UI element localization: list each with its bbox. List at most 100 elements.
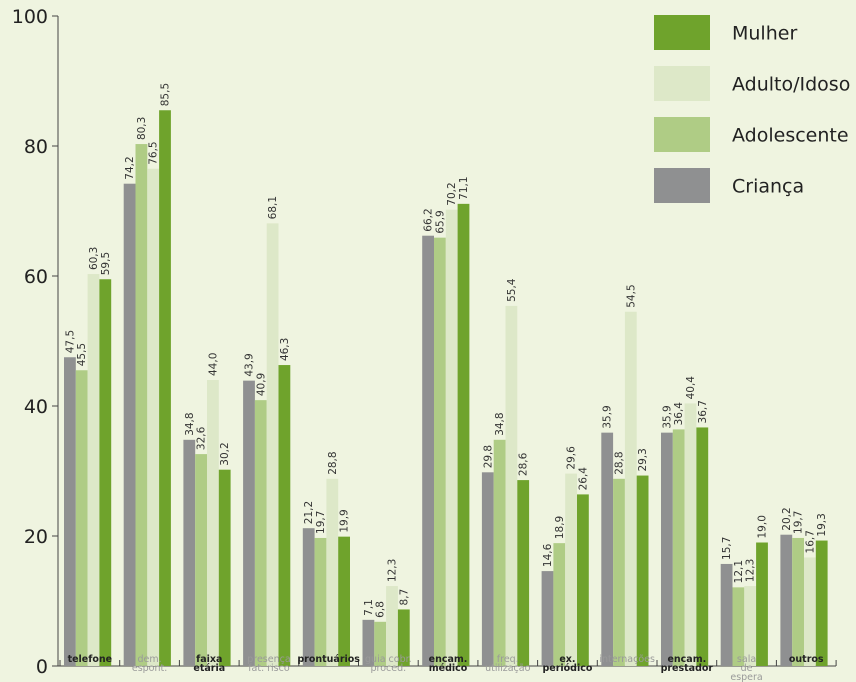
data-label: 15,7: [721, 537, 733, 560]
data-label: 29,3: [637, 448, 649, 471]
bar: [601, 432, 614, 666]
bar: [422, 235, 434, 666]
x-tick-label: freq.: [497, 654, 519, 665]
bar: [613, 478, 625, 666]
bar: [147, 168, 160, 666]
bar: [815, 540, 828, 666]
data-label: 40,4: [685, 376, 697, 400]
data-label: 34,8: [184, 412, 196, 435]
data-label: 59,5: [100, 252, 112, 275]
x-tick-label: telefone: [68, 654, 113, 665]
bar: [99, 279, 112, 666]
bar: [624, 311, 637, 666]
x-tick-label: médico: [429, 663, 468, 674]
x-tick-label: periódico: [542, 663, 592, 674]
x-tick-label: presença: [247, 654, 290, 665]
y-tick-label: 80: [24, 136, 48, 158]
x-tick-label: espont.: [132, 663, 167, 674]
bar: [362, 619, 375, 666]
data-label: 29,8: [482, 445, 494, 468]
bar: [672, 429, 685, 666]
data-label: 36,4: [673, 402, 685, 426]
x-tick-label: utilização: [485, 663, 531, 674]
data-label: 70,2: [446, 182, 458, 205]
bar: [505, 305, 518, 666]
x-tick-label: ex.: [559, 654, 575, 665]
x-tick-label: etária: [193, 663, 225, 674]
y-tick-label: 20: [24, 526, 48, 548]
data-label: 16,7: [804, 530, 816, 553]
data-label: 12,3: [387, 559, 399, 582]
x-tick-label: encam.: [429, 654, 468, 665]
data-label: 36,7: [697, 400, 709, 423]
bar: [386, 586, 398, 666]
bar: [135, 144, 148, 667]
x-tick-label: de: [741, 663, 753, 674]
bar: [732, 587, 745, 666]
bar: [661, 432, 673, 666]
legend-label: Adulto/Idoso: [732, 74, 850, 96]
data-label: 71,1: [458, 176, 470, 199]
x-tick-label: prestador: [661, 663, 714, 674]
bar: [254, 400, 267, 666]
bar: [457, 203, 470, 666]
data-label: 8,7: [398, 589, 410, 606]
x-tick-label: proced.: [371, 663, 407, 674]
bar: [636, 475, 649, 666]
bar: [397, 609, 410, 666]
bar: [792, 537, 804, 666]
bar: [218, 469, 231, 666]
bar: [756, 542, 768, 666]
data-label: 76,5: [148, 141, 160, 164]
legend-label: Criança: [732, 176, 804, 198]
data-label: 43,9: [244, 353, 256, 376]
bar: [314, 537, 327, 666]
bar: [87, 274, 100, 666]
bar: [207, 380, 219, 666]
data-label: 28,8: [327, 451, 339, 474]
data-label: 68,1: [267, 196, 279, 219]
data-label: 19,3: [816, 513, 828, 536]
x-tick-label: espera: [730, 672, 762, 682]
bar: [374, 621, 387, 666]
bar: [183, 439, 196, 666]
data-label: 35,9: [602, 405, 614, 428]
bar: [577, 494, 589, 666]
x-tick-label: prontuários: [297, 654, 360, 665]
bar: [696, 427, 709, 666]
bar: [553, 543, 566, 666]
legend-label: Adolescente: [732, 125, 849, 147]
data-label: 45,5: [76, 343, 88, 366]
data-label: 19,7: [315, 511, 327, 534]
data-label: 21,2: [303, 501, 315, 524]
data-label: 80,3: [136, 117, 148, 140]
data-label: 32,6: [196, 426, 208, 450]
x-tick-label: guia cobr.: [365, 654, 412, 665]
data-label: 54,5: [625, 284, 637, 307]
legend-swatch: [654, 168, 710, 203]
data-label: 28,6: [518, 452, 530, 476]
bar: [266, 223, 279, 666]
data-label: 34,8: [494, 412, 506, 435]
bar: [326, 478, 339, 666]
bar: [804, 557, 816, 666]
data-label: 12,3: [745, 559, 757, 582]
data-label: 29,6: [566, 446, 578, 470]
bar: [445, 209, 458, 666]
data-label: 65,9: [434, 210, 446, 233]
bar: [123, 183, 136, 666]
bar: [565, 473, 577, 666]
data-label: 35,9: [661, 405, 673, 428]
data-label: 85,5: [160, 83, 172, 106]
y-tick-label: 100: [12, 6, 48, 28]
legend-swatch: [654, 117, 710, 152]
x-tick-label: internações: [599, 654, 655, 665]
bar: [278, 365, 291, 666]
legend-swatch: [654, 66, 710, 101]
legend-label: Mulher: [732, 23, 797, 45]
bar: [338, 536, 350, 666]
data-label: 66,2: [423, 208, 435, 231]
bar: [541, 571, 554, 666]
data-label: 18,9: [554, 516, 566, 539]
